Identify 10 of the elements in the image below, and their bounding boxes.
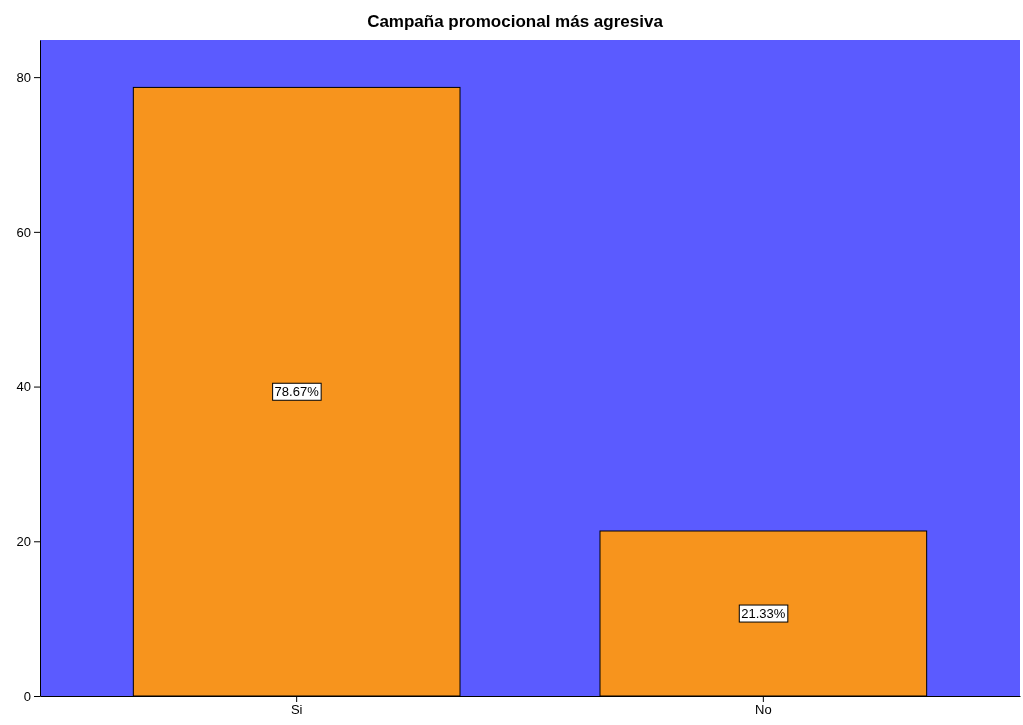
y-tick-label: 0 bbox=[23, 688, 31, 704]
data-label: 21.33% bbox=[741, 606, 786, 622]
x-tick-label: No bbox=[755, 702, 772, 718]
y-tick-label: 40 bbox=[16, 379, 31, 395]
y-tick-label: 60 bbox=[16, 224, 31, 240]
data-label: 78.67% bbox=[274, 384, 320, 400]
x-tick-label: Si bbox=[290, 702, 303, 718]
y-tick-label: 20 bbox=[16, 533, 31, 549]
chart-title: Campaña promocional más agresiva bbox=[367, 12, 664, 31]
y-tick-label: 80 bbox=[16, 69, 31, 85]
